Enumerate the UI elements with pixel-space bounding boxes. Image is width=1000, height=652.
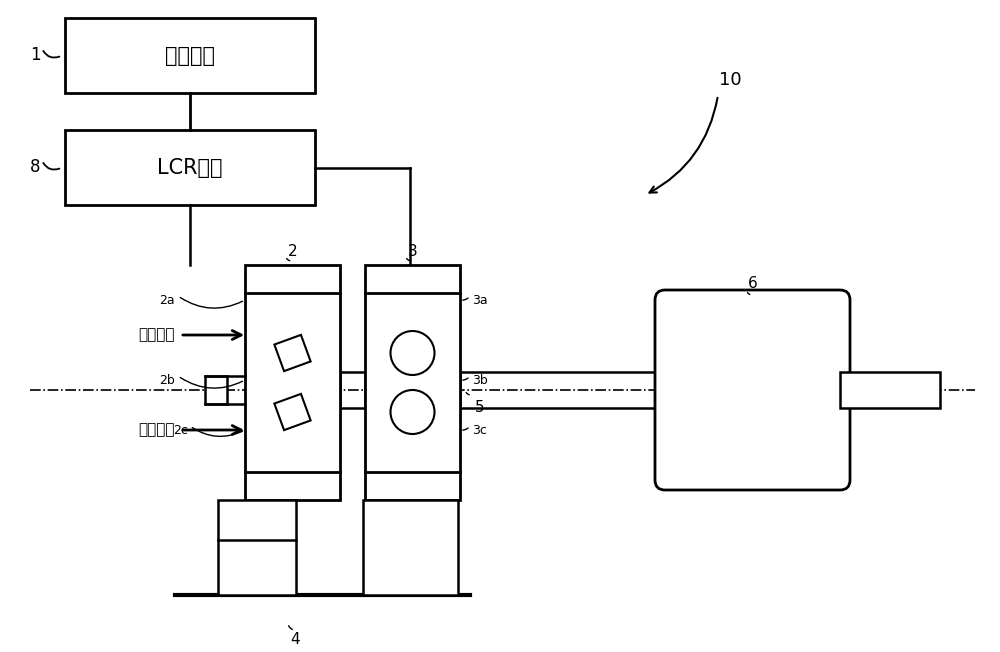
- Bar: [65, 130, 315, 205]
- Text: 4: 4: [290, 632, 300, 647]
- Text: 8: 8: [30, 158, 40, 177]
- Text: 轴向载荷: 轴向载荷: [138, 422, 175, 437]
- Text: 2b: 2b: [159, 374, 175, 387]
- Text: 2a: 2a: [159, 293, 175, 306]
- Text: 6: 6: [748, 276, 757, 291]
- Text: 3: 3: [408, 243, 417, 258]
- Bar: [340, 372, 365, 408]
- Text: 10: 10: [719, 71, 741, 89]
- Text: 3c: 3c: [472, 424, 487, 436]
- Text: 診斷裝置: 診斷裝置: [165, 46, 215, 65]
- Text: 1: 1: [30, 46, 40, 65]
- Bar: [205, 376, 227, 404]
- Bar: [218, 500, 296, 595]
- Bar: [65, 18, 315, 93]
- Bar: [245, 265, 340, 500]
- Polygon shape: [274, 394, 311, 430]
- Text: 3a: 3a: [472, 293, 488, 306]
- Text: 轴向载荷: 轴向载荷: [138, 327, 175, 342]
- Text: 2c: 2c: [173, 424, 188, 436]
- Text: 2: 2: [288, 243, 297, 258]
- Text: LCR仪表: LCR仪表: [157, 158, 223, 177]
- Polygon shape: [274, 335, 311, 371]
- Bar: [363, 500, 458, 595]
- Text: 3b: 3b: [472, 374, 488, 387]
- Bar: [460, 372, 665, 408]
- Circle shape: [390, 390, 434, 434]
- Bar: [365, 265, 460, 500]
- Text: 5: 5: [475, 400, 485, 415]
- FancyBboxPatch shape: [655, 290, 850, 490]
- Bar: [840, 372, 940, 408]
- Circle shape: [390, 331, 434, 375]
